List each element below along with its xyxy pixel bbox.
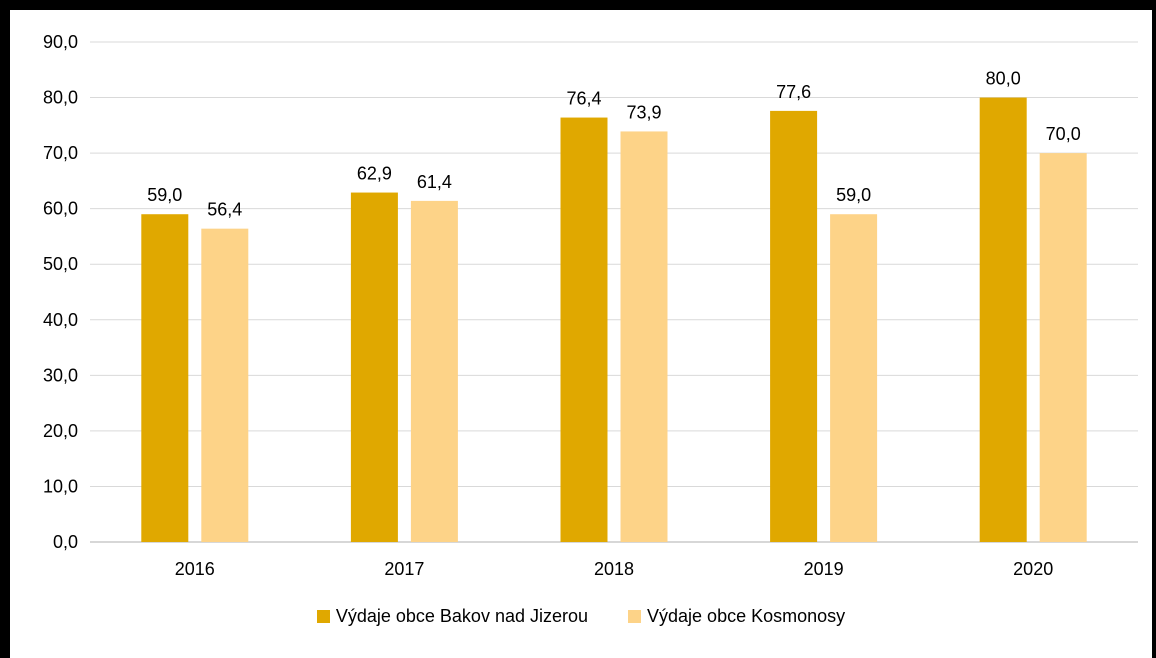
- legend-swatch-series-1: [316, 610, 330, 623]
- y-tick-label: 80,0: [43, 88, 78, 108]
- x-axis-ticks: 2016 2017 2018 2019 2020: [175, 559, 1053, 579]
- bar-series-1-2018: [560, 117, 608, 543]
- y-tick-label: 30,0: [43, 365, 78, 385]
- y-axis-ticks: 0,0 10,0 20,0 30,0 40,0 50,0 60,0 70,0 80,0 90,0: [43, 32, 78, 552]
- bar-series-2-2019: [830, 214, 878, 542]
- x-tick-label: 2020: [1013, 559, 1053, 579]
- y-tick-label: 50,0: [43, 254, 78, 274]
- y-tick-label: 40,0: [43, 310, 78, 330]
- data-label-series-1-2020: 80,0: [986, 69, 1021, 89]
- x-tick-label: 2019: [804, 559, 844, 579]
- data-labels: 59,0 56,4 62,9 61,4 76,4 73,9 77,6 59,0 80,0 70,0: [147, 69, 1080, 220]
- y-tick-label: 20,0: [43, 421, 78, 441]
- bar-series-2-2016: [201, 228, 249, 542]
- bar-series-1-2017: [350, 192, 398, 543]
- bar-series-1-2019: [770, 110, 818, 542]
- data-label-series-1-2016: 59,0: [147, 185, 182, 205]
- legend-label-series-2: Výdaje obce Kosmonosy: [647, 606, 846, 626]
- bar-series-2-2017: [410, 200, 458, 542]
- data-label-series-2-2017: 61,4: [417, 172, 452, 192]
- x-tick-label: 2016: [175, 559, 215, 579]
- chart-frame: 0,0 10,0 20,0 30,0 40,0 50,0 60,0 70,0 80,0 90,0 …: [10, 10, 1152, 658]
- bar-series-2-2020: [1039, 153, 1087, 542]
- data-label-series-1-2019: 77,6: [776, 82, 811, 102]
- legend-swatch-series-2: [628, 610, 642, 623]
- y-tick-label: 90,0: [43, 32, 78, 52]
- data-label-series-1-2018: 76,4: [566, 89, 601, 109]
- y-tick-label: 10,0: [43, 476, 78, 496]
- legend-label-series-1: Výdaje obce Bakov nad Jizerou: [335, 606, 589, 626]
- data-label-series-1-2017: 62,9: [357, 164, 392, 184]
- y-tick-label: 60,0: [43, 199, 78, 219]
- x-tick-label: 2018: [594, 559, 634, 579]
- y-tick-label: 70,0: [43, 143, 78, 163]
- bars: [141, 97, 1087, 543]
- x-tick-label: 2017: [384, 559, 424, 579]
- bar-series-1-2020: [979, 97, 1027, 543]
- y-tick-label: 0,0: [53, 532, 78, 552]
- data-label-series-2-2016: 56,4: [207, 200, 242, 220]
- bar-series-2-2018: [620, 131, 668, 542]
- grid-lines: [90, 41, 1138, 543]
- data-label-series-2-2020: 70,0: [1046, 124, 1081, 144]
- legend-item-series-1: Výdaje obce Bakov nad Jizerou: [316, 606, 589, 627]
- legend: Výdaje obce Bakov nad Jizerou Výdaje obc…: [10, 606, 1152, 627]
- legend-item-series-2: Výdaje obce Kosmonosy: [628, 606, 845, 627]
- bar-chart: 0,010,020,030,040,050,060,070,080,090,0 …: [43, 32, 1138, 579]
- data-label-series-2-2018: 73,9: [626, 102, 661, 122]
- data-label-series-2-2019: 59,0: [836, 185, 871, 205]
- bar-series-1-2016: [141, 214, 189, 542]
